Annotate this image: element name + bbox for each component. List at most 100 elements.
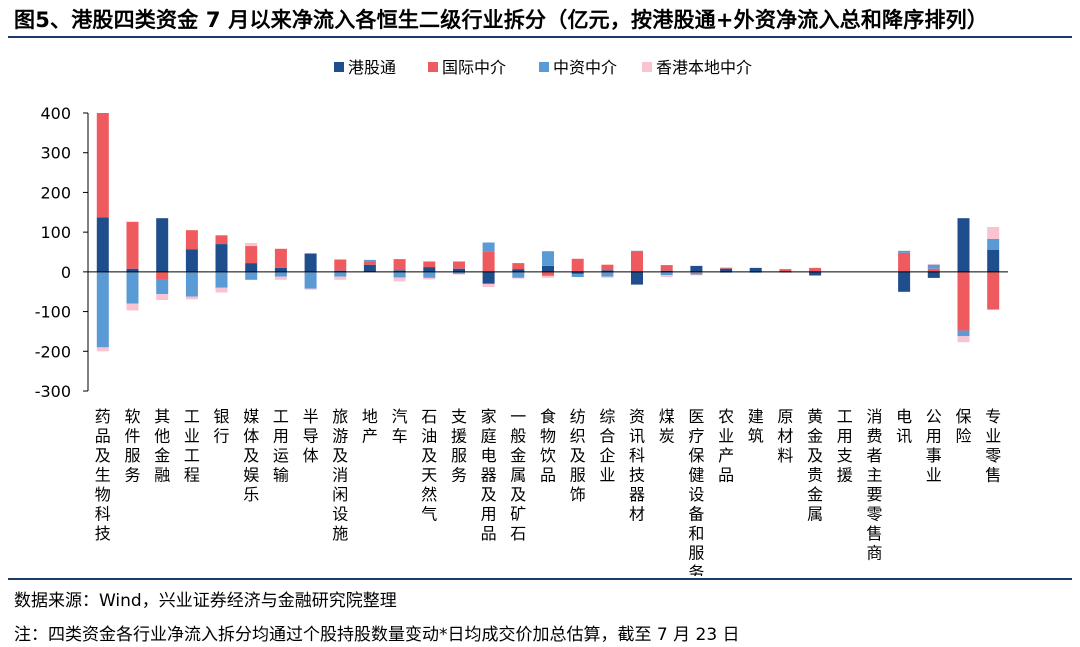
bar-segment bbox=[512, 271, 525, 278]
x-axis: 药品及生物科技软件服务其他金融工业工程银行媒体及娱乐工用运输半导体旅游及消闲设施… bbox=[88, 271, 1008, 576]
x-category-label: 工用运输 bbox=[273, 407, 289, 485]
y-tick-label: -200 bbox=[35, 342, 71, 361]
bar-segment bbox=[482, 251, 495, 272]
bar-segment bbox=[809, 271, 822, 276]
bar-segment bbox=[156, 218, 169, 272]
bar-segment bbox=[363, 259, 376, 262]
bar-segment bbox=[423, 261, 436, 268]
bar-segment bbox=[660, 270, 673, 272]
bar-segment bbox=[898, 271, 911, 292]
x-category-label: 药品及生物科技 bbox=[95, 407, 111, 543]
x-category-label: 公用事业 bbox=[926, 407, 942, 485]
bar-segment bbox=[334, 270, 347, 272]
bar-segment bbox=[423, 271, 436, 278]
bar-segment bbox=[601, 264, 614, 271]
bar-segment bbox=[660, 271, 673, 276]
bar-segment bbox=[453, 273, 465, 275]
bar-segment bbox=[957, 218, 970, 272]
bar-segment bbox=[363, 264, 376, 272]
bar-segment bbox=[690, 272, 703, 275]
bar-segment bbox=[274, 267, 287, 272]
x-category-label: 旅游及消闲设施 bbox=[332, 407, 348, 543]
bar-segment bbox=[660, 275, 673, 277]
bar-segment bbox=[453, 261, 465, 269]
bar-segment bbox=[779, 272, 792, 273]
bar-segment bbox=[927, 264, 940, 269]
bar-segment bbox=[749, 267, 762, 272]
bar-segment bbox=[393, 277, 406, 282]
bar-segment bbox=[215, 287, 228, 293]
bar-segment bbox=[571, 273, 584, 277]
y-axis: 400 300 200 100 0 -100 -200 -300 bbox=[35, 104, 89, 401]
bar-segment bbox=[779, 269, 792, 272]
x-category-label: 农业产品 bbox=[718, 407, 734, 485]
bar-segment bbox=[96, 271, 109, 348]
x-category-label: 地产 bbox=[362, 407, 378, 446]
x-category-label: 专业零售 bbox=[985, 407, 1001, 485]
x-category-label: 汽车 bbox=[392, 407, 408, 446]
bar-segment bbox=[96, 217, 109, 272]
bar-segment bbox=[334, 271, 347, 277]
bar-segment bbox=[363, 261, 376, 265]
bar-segment bbox=[927, 268, 940, 272]
y-tick-label: 400 bbox=[40, 104, 71, 123]
y-tick-label: -100 bbox=[35, 303, 71, 322]
bar-segment bbox=[274, 271, 287, 277]
x-category-label: 消费者主要零售商 bbox=[866, 407, 882, 563]
x-category-label: 纺织及服饰 bbox=[570, 407, 586, 504]
bar-segment bbox=[126, 271, 139, 304]
bar-segment bbox=[393, 271, 406, 278]
bar-segment bbox=[690, 265, 703, 272]
bars bbox=[96, 113, 1000, 352]
bar-segment bbox=[631, 252, 643, 272]
bar-segment bbox=[156, 279, 169, 295]
x-category-label: 电讯 bbox=[896, 407, 912, 446]
bar-segment bbox=[185, 249, 198, 272]
bar-segment bbox=[245, 242, 258, 247]
bar-segment bbox=[571, 258, 584, 272]
bar-segment bbox=[542, 251, 554, 266]
bar-segment bbox=[957, 271, 970, 331]
bar-segment bbox=[304, 253, 317, 254]
y-tick-label: 300 bbox=[40, 144, 71, 163]
x-category-label: 原材料 bbox=[777, 407, 793, 465]
bar-segment bbox=[185, 271, 198, 297]
bar-segment bbox=[482, 283, 495, 287]
y-tick-label: 200 bbox=[40, 183, 71, 202]
x-category-label: 食物饮品 bbox=[540, 407, 556, 485]
chart-title: 图5、港股四类资金 7 月以来净流入各恒生二级行业拆分（亿元，按港股通+外资净流… bbox=[14, 8, 989, 32]
bar-segment bbox=[304, 288, 317, 290]
x-category-label: 工用支援 bbox=[837, 407, 853, 485]
y-tick-label: 0 bbox=[61, 263, 71, 282]
legend-swatch bbox=[539, 62, 549, 72]
legend-label: 中资中介 bbox=[553, 58, 617, 77]
bar-segment bbox=[809, 275, 822, 276]
x-category-label: 媒体及娱乐 bbox=[243, 407, 259, 504]
legend-swatch bbox=[428, 62, 438, 72]
bar-segment bbox=[512, 269, 525, 272]
bar-segment bbox=[393, 259, 406, 271]
bar-segment bbox=[542, 275, 554, 278]
bar-segment bbox=[453, 271, 465, 274]
bar-segment bbox=[542, 271, 554, 276]
x-category-label: 资讯科技器材 bbox=[629, 407, 645, 524]
bar-segment bbox=[601, 270, 614, 272]
bar-segment bbox=[690, 274, 703, 276]
x-category-label: 石油及天然气 bbox=[421, 407, 437, 524]
bar-segment bbox=[245, 246, 258, 264]
bar-segment bbox=[512, 263, 525, 270]
bar-segment bbox=[334, 259, 347, 271]
x-category-label: 一般金属及矿石 bbox=[510, 407, 526, 543]
bar-segment bbox=[156, 294, 169, 301]
data-source-note: 数据来源：Wind，兴业证券经济与金融研究院整理 bbox=[14, 591, 397, 611]
bar-segment bbox=[274, 248, 287, 268]
x-category-label: 工业工程 bbox=[184, 407, 200, 485]
x-category-label: 家庭电器及用品 bbox=[481, 407, 497, 543]
legend: 港股通 国际中介 中资中介 香港本地中介 bbox=[334, 58, 752, 77]
bar-segment bbox=[987, 238, 1000, 250]
bar-segment bbox=[156, 271, 169, 279]
legend-label: 香港本地中介 bbox=[656, 58, 752, 77]
x-category-label: 保险 bbox=[955, 407, 971, 446]
bar-segment bbox=[393, 270, 406, 272]
bottom-divider bbox=[8, 578, 1072, 580]
